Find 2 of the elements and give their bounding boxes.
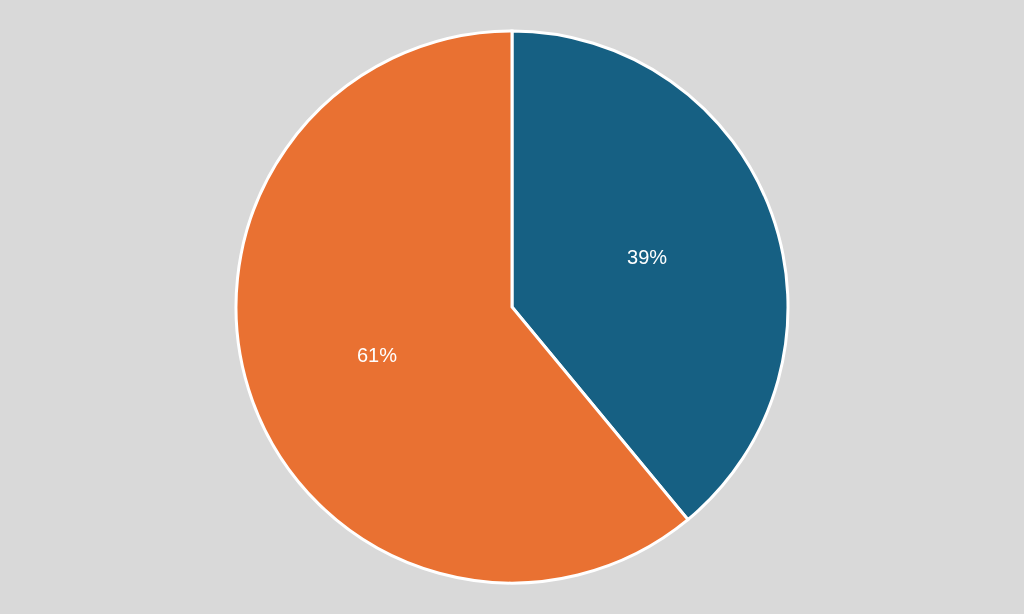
data-label: 39%: [627, 246, 668, 269]
data-label: 61%: [356, 343, 398, 366]
